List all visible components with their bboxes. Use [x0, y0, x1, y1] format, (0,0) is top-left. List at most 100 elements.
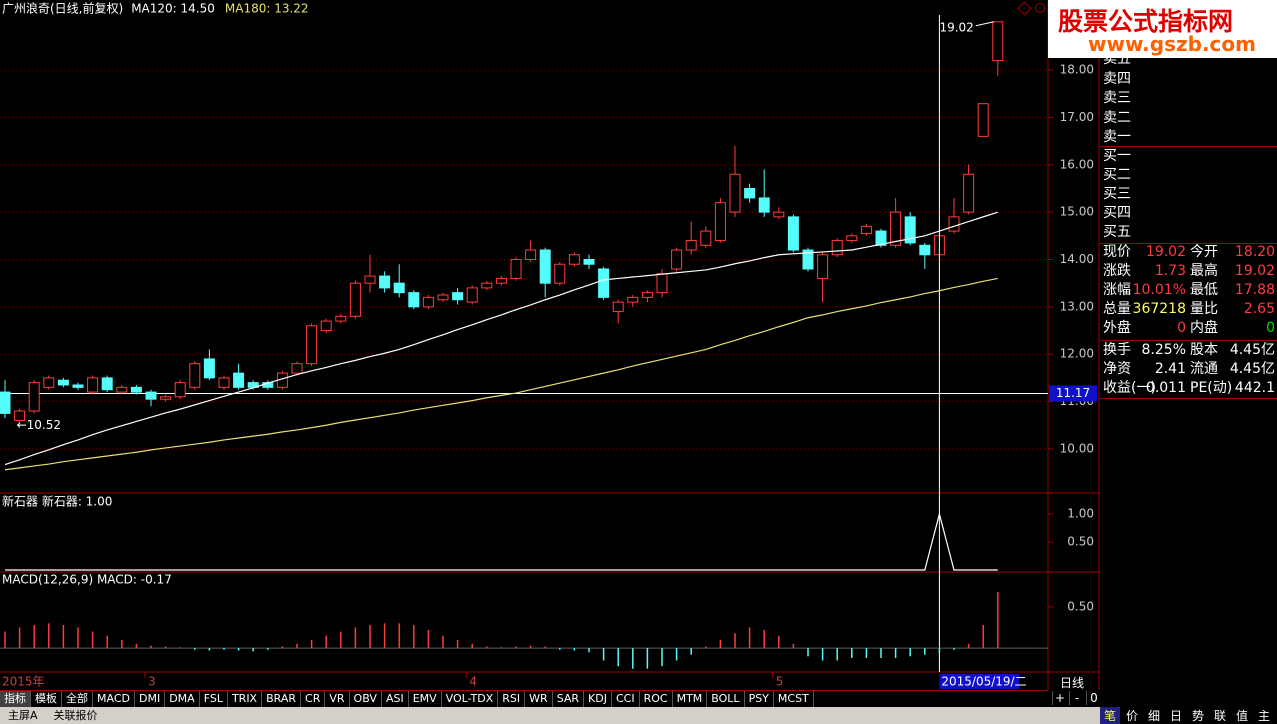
indicator-tab[interactable]: OBV — [350, 691, 382, 708]
indicator-tab[interactable]: VR — [325, 691, 350, 708]
candle-body — [904, 216, 916, 244]
panel-title: 新石器 新石器: 1.00 — [2, 494, 112, 509]
candle-body — [977, 103, 989, 137]
screen-tab[interactable]: 关联报价 — [53, 709, 98, 722]
candle-body — [817, 254, 829, 279]
indicator-tab[interactable]: DMA — [165, 691, 200, 708]
candle-body — [393, 282, 405, 294]
quote-label: 今开 — [1190, 244, 1218, 260]
quote-value: 0 — [1266, 320, 1275, 336]
separator — [1100, 146, 1277, 147]
indicator-tab[interactable]: KDJ — [584, 691, 612, 708]
candle-body — [14, 410, 26, 421]
y-tick-label: 14.00 — [1060, 252, 1094, 266]
zoom-button[interactable]: - — [1069, 691, 1084, 705]
candle-body — [641, 292, 653, 298]
indicator-tab[interactable]: BOLL — [707, 691, 745, 708]
separator — [1100, 340, 1277, 341]
x-tick-label: 2015年 — [2, 675, 45, 689]
y-tick-label: 16.00 — [1060, 157, 1094, 171]
indicator-tab[interactable]: WR — [525, 691, 553, 708]
candle-body — [890, 211, 902, 246]
indicator-tab[interactable]: FSL — [200, 691, 228, 708]
y-tick-label: 1.00 — [1067, 507, 1094, 521]
indicator-tab[interactable]: 模板 — [31, 691, 62, 708]
indicator-tab[interactable]: MCST — [774, 691, 814, 708]
ma-line — [4, 277, 998, 471]
side-controls: 日线 + -0 笔价细日势联值主 — [1048, 672, 1277, 724]
bid-label: 买四 — [1103, 205, 1131, 221]
quote-value: 19.02 — [1234, 263, 1275, 279]
candle-body — [773, 211, 785, 218]
candle-body — [0, 391, 11, 414]
quote-value: 1.73 — [1154, 263, 1186, 279]
indicator-tab[interactable]: TRIX — [228, 691, 263, 708]
high-arrow — [975, 21, 994, 27]
y-tick-label: 13.00 — [1060, 299, 1094, 313]
candle-body — [685, 240, 697, 251]
view-tab[interactable]: 势 — [1188, 707, 1208, 724]
y-tick-label: 10.00 — [1060, 441, 1094, 455]
indicator-tab[interactable]: 指标 — [0, 691, 31, 708]
candle-body — [539, 249, 551, 284]
y-tick-label: 12.00 — [1060, 347, 1094, 361]
panel-title: MACD(12,26,9) MACD: -0.17 — [2, 573, 172, 587]
indicator-tab[interactable]: MACD — [93, 691, 135, 708]
quote-label: 现价 — [1103, 244, 1131, 260]
indicator-tab[interactable]: RSI — [498, 691, 526, 708]
indicator-tab[interactable]: DMI — [135, 691, 166, 708]
candle-body — [101, 377, 113, 391]
view-tab[interactable]: 笔 — [1100, 707, 1120, 724]
zoom-button[interactable]: + — [1052, 691, 1067, 705]
screen-tab[interactable]: 主屏A — [8, 709, 38, 722]
indicator-tab[interactable]: 全部 — [62, 691, 93, 708]
view-tab[interactable]: 日 — [1166, 707, 1186, 724]
view-tab[interactable]: 联 — [1210, 707, 1230, 724]
separator — [1100, 243, 1277, 244]
indicator-tab[interactable]: EMV — [409, 691, 442, 708]
quote-value: 4.45亿 — [1229, 361, 1275, 377]
bid-label: 买五 — [1103, 224, 1131, 240]
view-tab[interactable]: 值 — [1232, 707, 1252, 724]
candle-body — [568, 254, 580, 265]
watermark-url: www.gszb.com — [1088, 32, 1256, 56]
candle-body — [744, 187, 756, 199]
candle-body — [364, 275, 376, 284]
crosshair-label: 2015/05/19/二 — [941, 675, 1026, 689]
candle-body — [714, 202, 726, 242]
indicator-tab[interactable]: VOL-TDX — [442, 691, 499, 708]
high-marker: 19.02 — [939, 20, 973, 34]
indicator-tab[interactable]: CR — [301, 691, 326, 708]
zoom-button[interactable]: 0 — [1086, 691, 1101, 705]
indicator-tab[interactable]: BRAR — [262, 691, 302, 708]
ma-line — [4, 211, 998, 466]
candle-body — [802, 249, 814, 270]
indicator-tab[interactable]: PSY — [745, 691, 774, 708]
indicator-tab[interactable]: ASI — [382, 691, 409, 708]
candle-body — [160, 396, 172, 400]
view-tab[interactable]: 细 — [1144, 707, 1164, 724]
indicator-tab[interactable]: SAR — [553, 691, 585, 708]
indicator-tab[interactable]: CCI — [612, 691, 640, 708]
period-label: 日线 — [1060, 676, 1085, 690]
indicator-tab[interactable]: MTM — [673, 691, 708, 708]
quote-value: 442.1 — [1234, 380, 1275, 396]
candle-body — [729, 173, 741, 213]
legend-entry: MA180: 13.22 — [225, 2, 309, 16]
quote-label: PE(动) — [1190, 380, 1233, 396]
quote-value: 0 — [1177, 320, 1186, 336]
view-tab[interactable]: 价 — [1122, 707, 1142, 724]
toolbar: 指标 模板 全部 MACD DMI DMA FSL TRIX BRAR CR VR OBV ASI EMV… — [0, 690, 1048, 708]
watermark-title: 股票公式指标网 — [1058, 7, 1234, 36]
candle-body — [758, 197, 770, 213]
indicator-tab[interactable]: ROC — [640, 691, 673, 708]
view-tab[interactable]: 主 — [1254, 707, 1274, 724]
reference-label: 11.17 — [1056, 386, 1090, 400]
quote-value: 2.41 — [1154, 361, 1186, 377]
candle-body — [656, 273, 668, 294]
candle-body — [233, 372, 245, 388]
y-tick-label: 0.50 — [1067, 599, 1094, 613]
sub-toolbar: 主屏A 关联报价 — [0, 707, 1100, 724]
candle-body — [787, 216, 799, 251]
candle-body — [422, 296, 434, 308]
